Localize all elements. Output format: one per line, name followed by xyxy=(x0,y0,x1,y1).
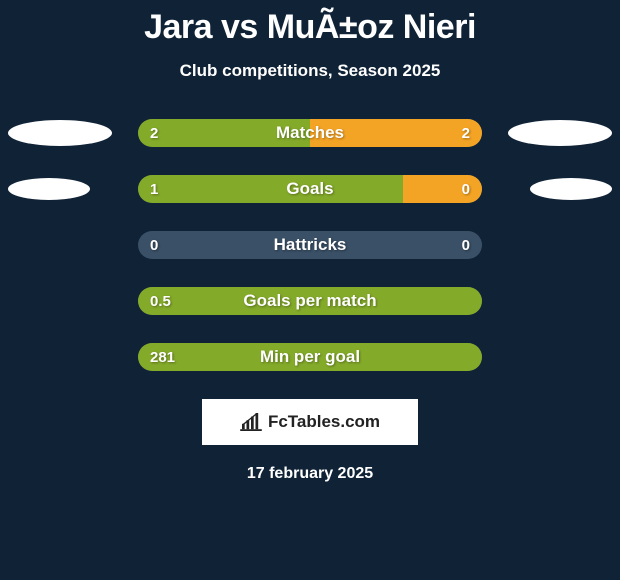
bar-left xyxy=(138,119,310,147)
stat-row-goals-per-match: 0.5 Goals per match xyxy=(0,287,620,315)
comparison-canvas: Jara vs MuÃ±oz Nieri Club competitions, … xyxy=(0,0,620,580)
player-right-ellipse xyxy=(508,120,612,146)
player-left-ellipse xyxy=(8,120,112,146)
bar-right xyxy=(310,119,482,147)
stat-row-matches: 2 2 Matches xyxy=(0,119,620,147)
bar-label: Hattricks xyxy=(138,231,482,259)
bar-track: 281 Min per goal xyxy=(138,343,482,371)
logo-label: FcTables.com xyxy=(268,412,380,432)
page-title: Jara vs MuÃ±oz Nieri xyxy=(0,0,620,47)
page-subtitle: Club competitions, Season 2025 xyxy=(0,61,620,81)
logo-box: FcTables.com xyxy=(202,399,418,445)
stat-rows: 2 2 Matches 1 0 Goals 0 0 Hat xyxy=(0,119,620,371)
bar-left xyxy=(138,343,482,371)
player-right-ellipse xyxy=(530,178,612,200)
player-left-ellipse xyxy=(8,178,90,200)
bar-value-right: 0 xyxy=(462,231,470,259)
bar-value-left: 0 xyxy=(150,231,158,259)
bar-chart-icon xyxy=(240,413,262,431)
bar-track: 2 2 Matches xyxy=(138,119,482,147)
bar-left xyxy=(138,175,403,203)
stat-row-min-per-goal: 281 Min per goal xyxy=(0,343,620,371)
bar-track: 1 0 Goals xyxy=(138,175,482,203)
bar-right xyxy=(403,175,482,203)
bar-track: 0 0 Hattricks xyxy=(138,231,482,259)
bar-track: 0.5 Goals per match xyxy=(138,287,482,315)
bar-left xyxy=(138,287,482,315)
date-label: 17 february 2025 xyxy=(0,465,620,483)
stat-row-goals: 1 0 Goals xyxy=(0,175,620,203)
stat-row-hattricks: 0 0 Hattricks xyxy=(0,231,620,259)
